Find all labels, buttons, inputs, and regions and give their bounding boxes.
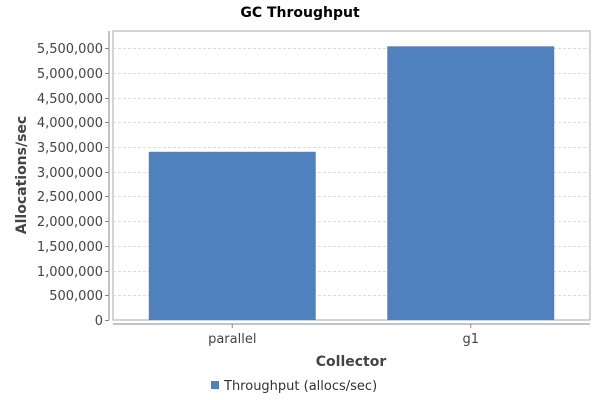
bar-parallel <box>148 151 316 320</box>
x-axis-ticks: parallel g1 <box>208 324 479 347</box>
y-tick-label: 5,000,000 <box>37 67 103 82</box>
y-tick-label: 4,500,000 <box>37 92 103 107</box>
y-tick-label: 1,000,000 <box>37 265 103 280</box>
x-axis-label: Collector <box>316 354 387 370</box>
y-tick-label: 5,500,000 <box>37 42 103 57</box>
y-axis-ticks: 0 500,000 1,000,000 1,500,000 2,000,000 2,500… <box>37 42 109 329</box>
bar-g1 <box>387 46 555 321</box>
y-tick-label: 3,500,000 <box>37 141 103 156</box>
y-tick-label: 2,500,000 <box>37 190 103 205</box>
bars <box>148 46 555 321</box>
y-tick-label: 500,000 <box>49 289 103 304</box>
legend: Throughput (allocs/sec) <box>211 379 377 394</box>
y-axis-label: Allocations/sec <box>14 116 30 234</box>
x-tick-label: g1 <box>462 332 479 347</box>
legend-swatch <box>211 381 219 389</box>
y-tick-label: 3,000,000 <box>37 166 103 181</box>
y-tick-label: 4,000,000 <box>37 116 103 131</box>
x-tick-label: parallel <box>208 332 256 347</box>
y-tick-label: 1,500,000 <box>37 240 103 255</box>
y-tick-label: 0 <box>95 314 103 329</box>
y-tick-label: 2,000,000 <box>37 215 103 230</box>
legend-label: Throughput (allocs/sec) <box>223 379 377 394</box>
chart-title: GC Throughput <box>240 5 360 21</box>
